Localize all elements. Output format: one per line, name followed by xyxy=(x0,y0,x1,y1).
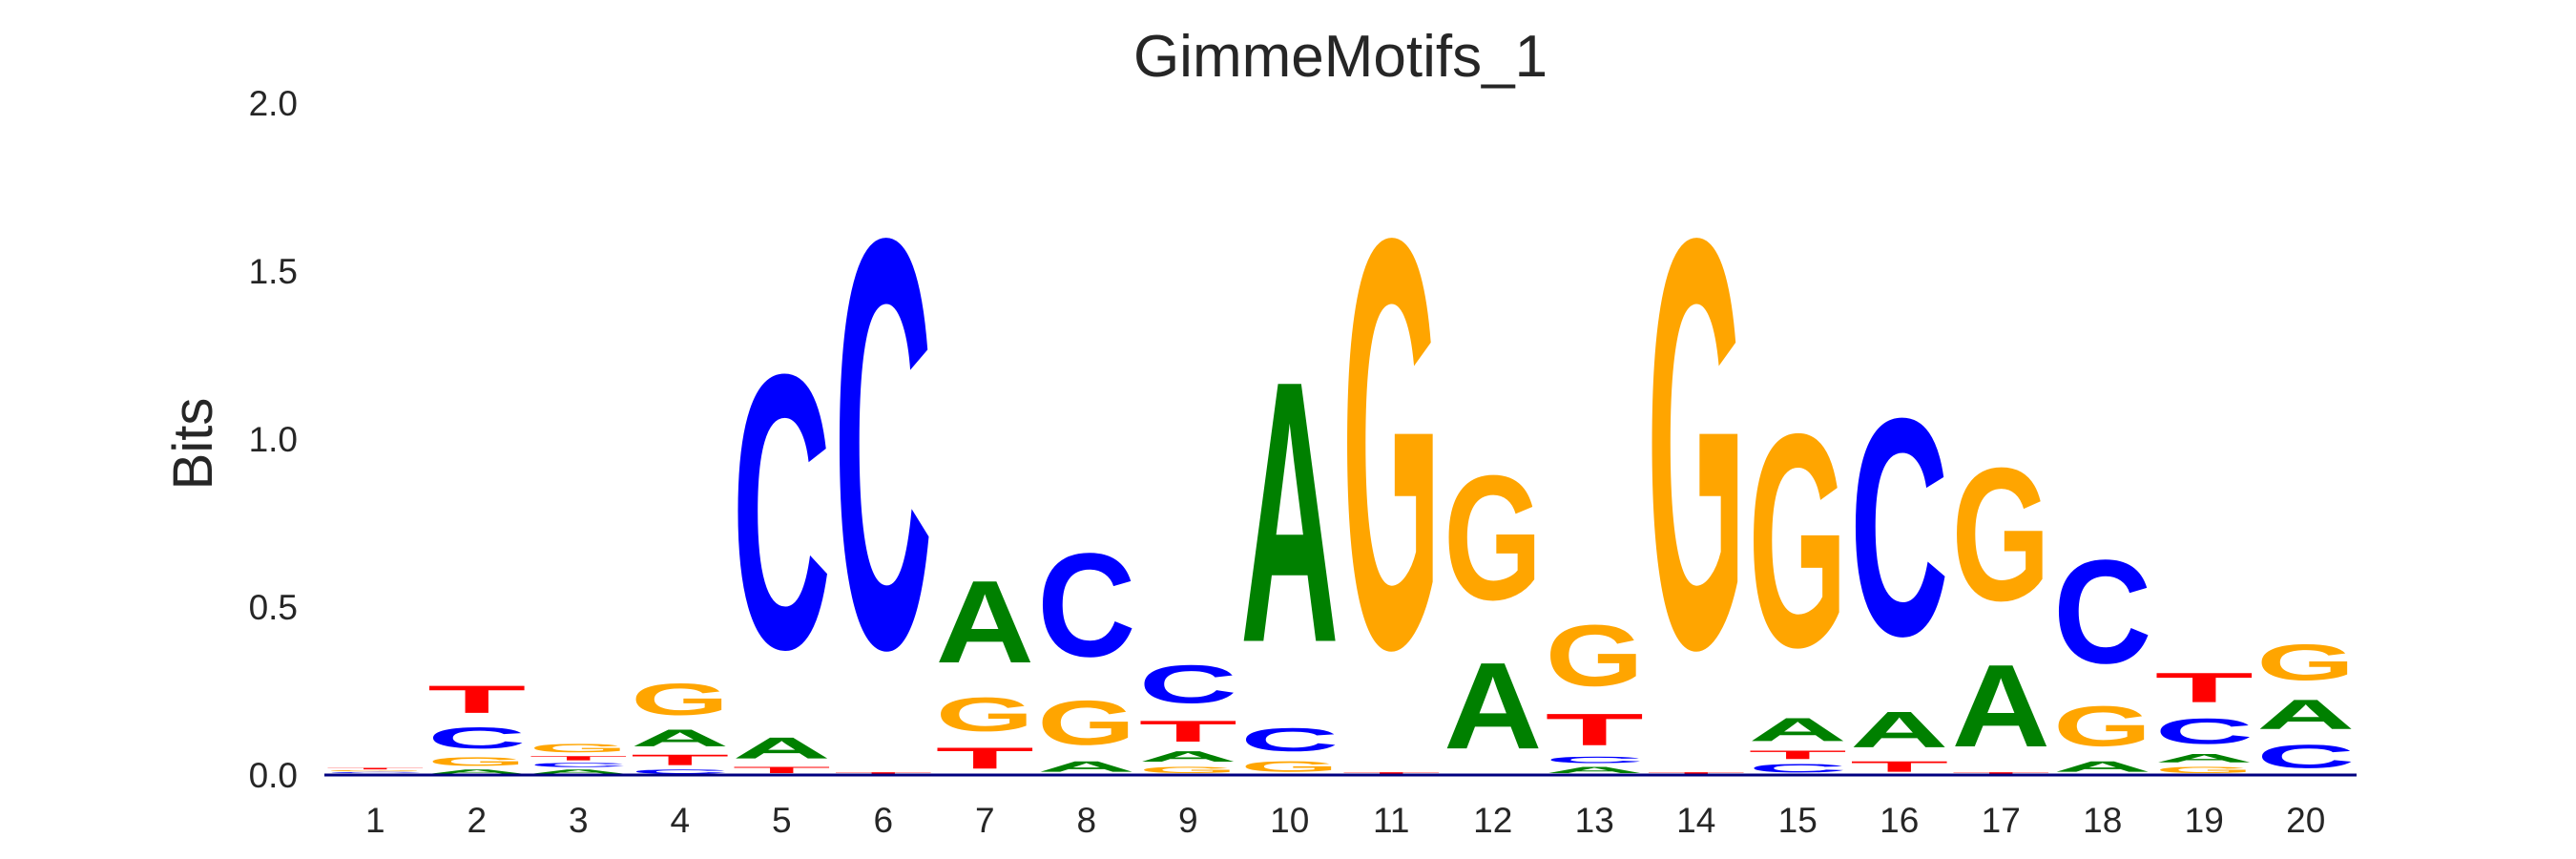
logo-letter-a: A xyxy=(2155,751,2254,765)
x-tick-label: 8 xyxy=(1076,801,1096,840)
x-tick-label: 1 xyxy=(365,801,385,840)
chart-title: GimmeMotifs_1 xyxy=(1133,24,1548,90)
logo-letter-c: C xyxy=(1850,355,1948,701)
logo-letter-a: A xyxy=(1240,304,1339,721)
x-tick-label: 2 xyxy=(467,801,487,840)
x-tick-label: 20 xyxy=(2286,801,2325,840)
x-tick-label: 17 xyxy=(1982,801,2021,840)
logo-letter-g: G xyxy=(1749,370,1847,710)
logo-letter-a: A xyxy=(1749,711,1847,748)
logo-letter-c: C xyxy=(2155,711,2254,751)
logo-letter-g: G xyxy=(2256,634,2355,691)
logo-letter-c: C xyxy=(530,762,628,768)
logo-letter-t: T xyxy=(326,767,425,770)
logo-letter-a: A xyxy=(427,768,526,775)
logo-letter-a: A xyxy=(1444,637,1542,774)
logo-letter-t: T xyxy=(1952,771,2050,775)
x-tick-label: 13 xyxy=(1575,801,1614,840)
logo-letter-g: G xyxy=(530,742,628,755)
logo-letter-t: T xyxy=(427,678,526,722)
logo-letter-c: C xyxy=(2053,529,2151,694)
logo-letter-a: A xyxy=(530,768,628,775)
logo-letter-a: A xyxy=(733,731,831,765)
logo-letter-c: C xyxy=(834,117,932,770)
logo-letter-t: T xyxy=(1850,758,1948,775)
logo-letter-t: T xyxy=(1139,715,1237,748)
x-tick-label: 9 xyxy=(1178,801,1198,840)
logo-letter-a: A xyxy=(2053,758,2151,775)
logo-letter-a: A xyxy=(1546,765,1644,775)
logo-letter-g: G xyxy=(936,688,1034,742)
x-tick-label: 15 xyxy=(1778,801,1818,840)
logo-letter-g: G xyxy=(1952,428,2050,639)
logo-letter-g: G xyxy=(1647,117,1745,770)
logo-letter-t: T xyxy=(631,751,729,768)
logo-letter-g: G xyxy=(631,675,729,725)
logo-letter-c: C xyxy=(1546,755,1644,765)
logo-letter-a: A xyxy=(1037,758,1135,775)
logo-letter-a: A xyxy=(1952,640,2050,771)
logo-letter-g: G xyxy=(427,755,526,768)
logo-letter-g: G xyxy=(2053,694,2151,758)
x-tick-label: 12 xyxy=(1473,801,1512,840)
y-tick-label: 1.0 xyxy=(249,420,298,459)
logo-letter-c: C xyxy=(326,771,425,773)
logo-letter-g: G xyxy=(1546,608,1644,705)
y-axis-ticks: 0.0 0.5 1.0 1.5 2.0 xyxy=(249,84,298,795)
logo-letter-g: G xyxy=(1139,765,1237,775)
logo-letter-a: A xyxy=(1139,748,1237,765)
x-tick-label: 18 xyxy=(2083,801,2122,840)
logo-letter-t: T xyxy=(2155,664,2254,711)
logo-letter-t: T xyxy=(530,755,628,762)
logo-letter-c: C xyxy=(1139,654,1237,715)
y-axis-label: Bits xyxy=(162,398,224,491)
logo-letter-g: G xyxy=(1444,440,1542,638)
logo-letter-g: G xyxy=(1037,688,1135,759)
logo-letter-g: G xyxy=(1240,758,1339,775)
x-tick-label: 16 xyxy=(1880,801,1919,840)
x-tick-label: 7 xyxy=(975,801,995,840)
x-axis-ticks: 1 2 3 4 5 6 7 8 9 10 11 12 13 14 15 16 17 18 19 20 xyxy=(365,801,2325,840)
x-tick-label: 19 xyxy=(2185,801,2224,840)
logo-letter-c: C xyxy=(1749,762,1847,775)
x-tick-label: 11 xyxy=(1373,801,1409,840)
logo-letter-g: G xyxy=(1342,117,1441,770)
logo-letter-t: T xyxy=(733,765,831,776)
x-tick-label: 14 xyxy=(1676,801,1715,840)
logo-letter-t: T xyxy=(1749,748,1847,762)
x-tick-label: 10 xyxy=(1270,801,1309,840)
logo-letter-a: A xyxy=(2256,691,2355,738)
logo-letter-t: T xyxy=(1342,771,1441,775)
logo-letters: ACGTAGCTACTGCTAGTACTCTGAAGCGATCGCATGAGAC… xyxy=(326,117,2356,776)
logo-letter-g: G xyxy=(326,770,425,772)
logo-letter-a: A xyxy=(1850,701,1948,758)
logo-letter-t: T xyxy=(1647,771,1745,775)
logo-letter-t: T xyxy=(834,771,932,775)
logo-letter-c: C xyxy=(1240,722,1339,759)
logo-letter-c: C xyxy=(1037,522,1135,687)
y-tick-label: 1.5 xyxy=(249,252,298,291)
logo-letter-a: A xyxy=(936,556,1034,687)
logo-letter-t: T xyxy=(936,742,1034,775)
logo-letter-c: C xyxy=(2256,739,2355,776)
x-tick-label: 5 xyxy=(772,801,792,840)
y-tick-label: 0.5 xyxy=(249,588,298,627)
x-tick-label: 6 xyxy=(873,801,893,840)
logo-letter-a: A xyxy=(631,724,729,751)
logo-letter-c: C xyxy=(427,721,526,754)
x-tick-label: 4 xyxy=(670,801,690,840)
logo-letter-t: T xyxy=(1546,704,1644,755)
y-tick-label: 0.0 xyxy=(249,756,298,795)
logo-letter-g: G xyxy=(2155,765,2254,775)
logo-letter-c: C xyxy=(631,768,729,775)
logo-letter-c: C xyxy=(733,294,831,731)
x-tick-label: 3 xyxy=(569,801,589,840)
y-tick-label: 2.0 xyxy=(249,84,298,123)
